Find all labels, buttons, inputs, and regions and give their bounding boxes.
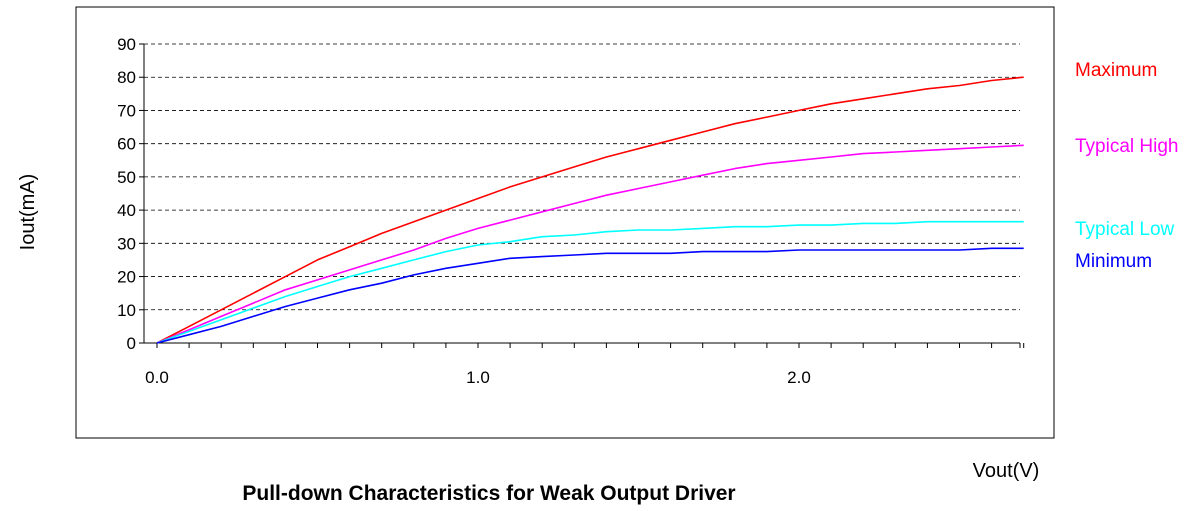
y-tick-label-10: 10 xyxy=(117,301,136,320)
x-axis-ticks: 0.0 1.0 2.0 xyxy=(145,343,1025,387)
y-tick-label-50: 50 xyxy=(117,168,136,187)
series-line-minimum xyxy=(156,247,1024,344)
y-tick-label-80: 80 xyxy=(117,68,136,87)
x-axis-label: Vout(V) xyxy=(973,460,1040,482)
x-tick-label-0.0: 0.0 xyxy=(145,368,169,387)
series-line-typical-high xyxy=(156,144,1024,344)
legend-label-minimum: Minimum xyxy=(1075,251,1152,272)
chart-title: Pull-down Characteristics for Weak Outpu… xyxy=(242,482,735,505)
series-lines xyxy=(156,76,1024,344)
y-tick-label-90: 90 xyxy=(117,35,136,54)
y-tick-label-40: 40 xyxy=(117,201,136,220)
series-line-maximum xyxy=(156,76,1024,344)
y-tick-label-0: 0 xyxy=(127,334,136,353)
chart-border xyxy=(75,6,1055,439)
legend-label-typical-high: Typical High xyxy=(1075,136,1179,157)
x-tick-label-2.0: 2.0 xyxy=(787,368,811,387)
legend-label-typical-low: Typical Low xyxy=(1075,219,1175,240)
y-tick-label-60: 60 xyxy=(117,135,136,154)
x-tick-label-1.0: 1.0 xyxy=(466,368,490,387)
series-line-typical-low xyxy=(156,220,1024,344)
legend-label-maximum: Maximum xyxy=(1075,60,1157,81)
y-tick-label-30: 30 xyxy=(117,234,136,253)
y-axis-ticks: 0 10 20 30 40 50 60 70 80 90 xyxy=(117,35,144,353)
y-tick-label-70: 70 xyxy=(117,101,136,120)
y-axis-label: Iout(mA) xyxy=(17,174,39,251)
gridlines xyxy=(144,43,1020,311)
axes xyxy=(143,44,1020,344)
y-tick-label-20: 20 xyxy=(117,268,136,287)
legend: Maximum Typical High Typical Low Minimum xyxy=(1075,60,1179,272)
